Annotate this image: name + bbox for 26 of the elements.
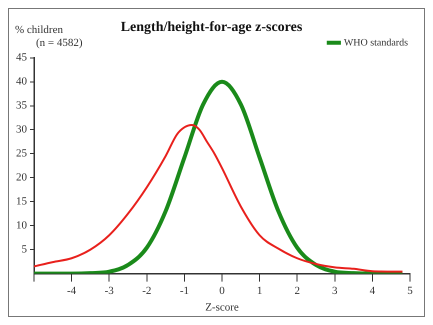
y-tick-label: 15 [16, 196, 28, 208]
x-tick-label: 0 [219, 285, 226, 298]
y-tick-label: 10 [16, 220, 28, 232]
chart-title: Length/height-for-age z-scores [120, 20, 303, 36]
y-tick-label: 40 [16, 76, 28, 88]
y-axis-title: % children [15, 24, 64, 36]
x-tick-label: -3 [104, 285, 114, 298]
y-tick-label: 45 [16, 52, 28, 64]
line-series [34, 124, 404, 273]
line-series [34, 80, 404, 274]
y-tick-label: 25 [16, 148, 28, 160]
y-tick-label: 5 [22, 244, 28, 256]
legend-label: WHO standards [344, 37, 408, 48]
x-axis-title: Z-score [205, 301, 239, 314]
y-tick-label: 30 [16, 124, 28, 136]
x-tick-label: 3 [332, 285, 338, 298]
x-tick-label: -4 [67, 285, 77, 298]
y-tick-label: 35 [16, 100, 28, 112]
text: (n = 4582) [36, 37, 83, 49]
x-tick-label: -2 [142, 285, 152, 298]
x-tick-label: 2 [294, 285, 300, 298]
x-tick-label: 1 [256, 285, 262, 298]
y-tick-label: 20 [16, 172, 28, 184]
x-tick-label: 4 [370, 285, 376, 298]
x-tick-label: 5 [407, 285, 414, 298]
x-tick-label: -1 [180, 285, 189, 298]
